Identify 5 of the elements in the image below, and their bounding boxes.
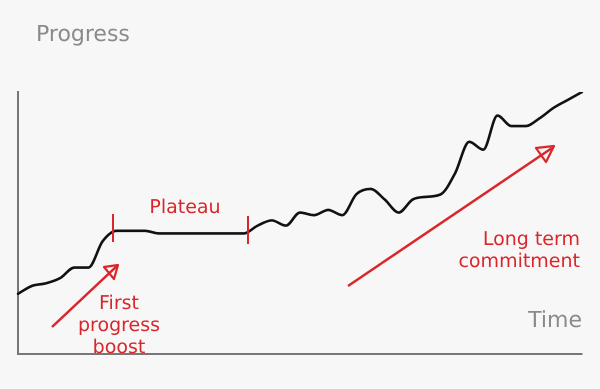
annotation: Long term commitment (457, 228, 580, 272)
y-axis-title: Progress (36, 22, 130, 47)
x-axis-title: Time (528, 308, 582, 333)
annotation: First progress boost (76, 292, 162, 358)
annotation: Plateau (148, 196, 222, 218)
